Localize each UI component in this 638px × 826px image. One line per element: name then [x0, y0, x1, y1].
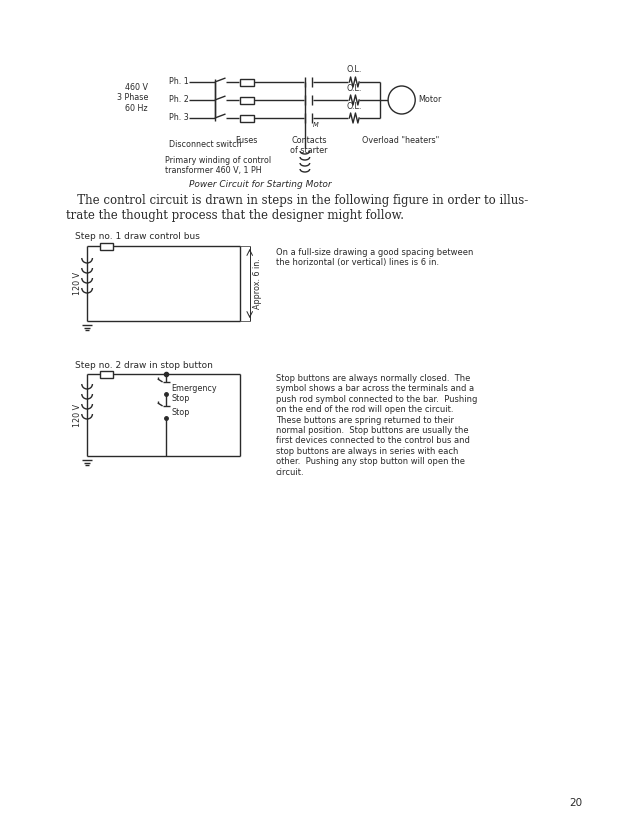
Text: Stop: Stop	[172, 408, 189, 417]
Text: O.L.: O.L.	[346, 84, 362, 93]
Text: 20: 20	[569, 798, 582, 808]
Text: On a full-size drawing a good spacing between
the horizontal (or vertical) lines: On a full-size drawing a good spacing be…	[276, 248, 473, 268]
Text: Power Circuit for Starting Motor: Power Circuit for Starting Motor	[189, 180, 331, 189]
Text: Step no. 1 draw control bus: Step no. 1 draw control bus	[75, 232, 200, 241]
Text: Emergency
Stop: Emergency Stop	[172, 384, 217, 403]
Text: Ph. 2: Ph. 2	[169, 96, 189, 105]
Bar	[100, 243, 113, 249]
Text: Primary winding of control
transformer 460 V, 1 PH: Primary winding of control transformer 4…	[165, 156, 271, 175]
Circle shape	[388, 86, 415, 114]
Text: Approx. 6 in.: Approx. 6 in.	[253, 258, 262, 309]
Text: Stop buttons are always normally closed.  The
symbol shows a bar across the term: Stop buttons are always normally closed.…	[276, 374, 477, 477]
Text: O.L.: O.L.	[346, 102, 362, 111]
Text: 460 V
3 Phase
60 Hz: 460 V 3 Phase 60 Hz	[117, 83, 148, 113]
Text: The control circuit is drawn in steps in the following figure in order to illus-: The control circuit is drawn in steps in…	[66, 194, 528, 222]
Text: Step no. 2 draw in stop button: Step no. 2 draw in stop button	[75, 361, 213, 370]
Text: Disconnect switch: Disconnect switch	[169, 140, 242, 149]
Bar	[240, 115, 253, 121]
Text: M: M	[313, 122, 318, 128]
Text: 120 V: 120 V	[73, 272, 82, 295]
Text: 120 V: 120 V	[73, 403, 82, 426]
Text: Overload "heaters": Overload "heaters"	[362, 136, 439, 145]
Text: Ph. 3: Ph. 3	[169, 113, 189, 122]
Text: Fuses: Fuses	[235, 136, 258, 145]
Bar	[100, 371, 113, 377]
Bar	[240, 78, 253, 86]
Text: Ph. 1: Ph. 1	[169, 78, 189, 87]
Bar	[240, 97, 253, 103]
Text: Motor: Motor	[418, 96, 441, 105]
Text: O.L.: O.L.	[346, 65, 362, 74]
Text: Contacts
of starter: Contacts of starter	[290, 136, 327, 155]
